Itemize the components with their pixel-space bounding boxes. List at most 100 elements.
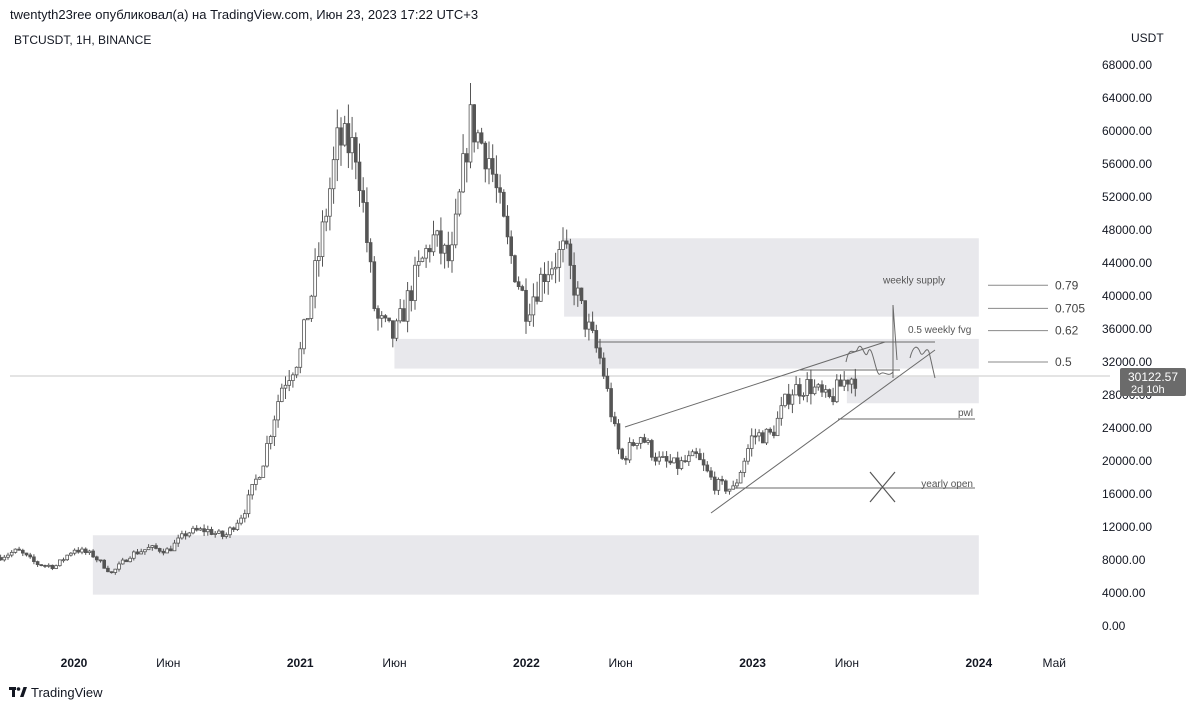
candle-body-100 [368, 242, 373, 263]
candle-body-29 [106, 567, 110, 573]
x-axis[interactable]: 2020 Июн 2021 Июн 2022 Июн 2023 Июн 2024 Май [61, 656, 1066, 670]
candle-body-151 [557, 249, 562, 268]
candle-body-90 [331, 159, 336, 190]
candle-body-224 [827, 389, 832, 397]
author-name[interactable]: twentyth23ree [10, 7, 92, 22]
candle-body-192 [709, 470, 713, 478]
candle-body-14 [50, 564, 55, 569]
candle-body-175 [646, 440, 650, 443]
candle-body-215 [794, 384, 798, 396]
candle-body-179 [661, 456, 665, 458]
candle-body-8 [28, 554, 32, 558]
candle-body-118 [435, 230, 439, 236]
candle-body-123 [453, 213, 458, 246]
candle-body-75 [276, 401, 280, 421]
y-tick-5: 20000.00 [1102, 454, 1152, 468]
candle-body-158 [583, 300, 587, 330]
fib-label-0: 0.79 [1055, 278, 1079, 292]
candle-body-177 [653, 456, 658, 462]
price-badge-countdown: 2d 10h [1131, 384, 1165, 396]
candle-body-78 [287, 380, 291, 386]
candle-body-132 [487, 158, 491, 170]
candle-body-99 [365, 202, 369, 243]
y-tick-3: 12000.00 [1102, 520, 1152, 534]
candle-body-223 [823, 389, 828, 393]
candle-body-98 [361, 190, 365, 203]
y-tick-4: 16000.00 [1102, 487, 1152, 501]
candle-body-51 [187, 532, 192, 537]
candle-body-79 [291, 374, 295, 381]
y-tick-13: 52000.00 [1102, 190, 1152, 204]
candle-body-225 [831, 396, 835, 403]
candle-body-190 [701, 459, 706, 466]
y-tick-1: 4000.00 [1102, 586, 1146, 600]
candle-body-115 [424, 248, 428, 259]
candle-body-95 [350, 137, 354, 154]
candle-body-96 [353, 137, 358, 163]
candle-body-12 [43, 565, 47, 567]
candle-body-6 [20, 549, 25, 554]
x-tick-3: Июн [382, 656, 406, 670]
candle-body-45 [165, 548, 169, 554]
candle-body-44 [161, 550, 166, 554]
wedge-upper-trendline [624, 341, 886, 428]
candle-body-187 [690, 451, 695, 457]
candle-body-184 [679, 460, 684, 469]
candle-body-60 [220, 530, 225, 537]
candle-body-9 [32, 556, 36, 562]
candle-body-217 [801, 395, 806, 397]
candle-body-43 [157, 548, 162, 552]
candle-body-136 [501, 191, 506, 217]
candle-body-221 [816, 384, 821, 388]
candle-body-63 [231, 527, 236, 530]
candle-body-160 [590, 321, 595, 331]
symbol-label: BTCUSDT, 1H, BINANCE [14, 33, 152, 47]
candle-body-228 [842, 379, 846, 387]
candle-body-109 [402, 308, 406, 322]
candle-body-216 [798, 384, 802, 397]
candle-body-169 [624, 458, 628, 461]
candle-body-156 [576, 287, 580, 296]
candle-body-40 [146, 546, 151, 551]
candle-body-46 [168, 548, 173, 552]
candle-body-42 [154, 545, 158, 549]
candle-body-74 [272, 419, 277, 437]
candle-body-153 [564, 240, 569, 245]
candle-body-229 [846, 379, 850, 385]
candle-body-26 [95, 556, 99, 561]
candle-body-119 [439, 230, 443, 254]
y-tick-2: 8000.00 [1102, 553, 1146, 567]
candle-body-196 [724, 480, 728, 492]
annotation-1: 0.5 weekly fvg [908, 325, 971, 336]
candle-body-56 [205, 529, 210, 533]
candle-body-18 [65, 554, 70, 561]
cross-mark-b [869, 471, 896, 503]
candle-body-117 [431, 234, 436, 253]
candle-body-214 [790, 394, 795, 405]
candle-body-3 [9, 551, 14, 556]
candle-body-161 [594, 330, 599, 349]
x-tick-6: 2023 [739, 656, 766, 670]
candle-body-145 [535, 296, 539, 302]
candle-body-152 [561, 240, 565, 250]
candle-body-173 [638, 437, 643, 444]
candle-body-82 [302, 319, 306, 350]
candle-body-154 [568, 243, 573, 266]
wedge-lower-trendline [710, 349, 936, 514]
candle-body-105 [387, 317, 391, 322]
y-axis[interactable]: 0.00 4000.00 8000.00 12000.00 16000.00 20000.… [1102, 58, 1152, 633]
candle-body-1 [2, 556, 7, 561]
candle-body-174 [642, 437, 647, 443]
candle-body-226 [835, 379, 839, 403]
candle-body-93 [342, 123, 347, 146]
candle-body-213 [786, 393, 791, 405]
y-tick-11: 44000.00 [1102, 256, 1152, 270]
candle-body-210 [775, 417, 780, 437]
candle-body-81 [298, 348, 303, 368]
candle-body-182 [672, 457, 676, 464]
candle-body-114 [420, 257, 425, 262]
footer-branding[interactable]: TradingView [9, 684, 103, 700]
candle-body-178 [657, 456, 661, 462]
candle-body-19 [69, 552, 73, 556]
